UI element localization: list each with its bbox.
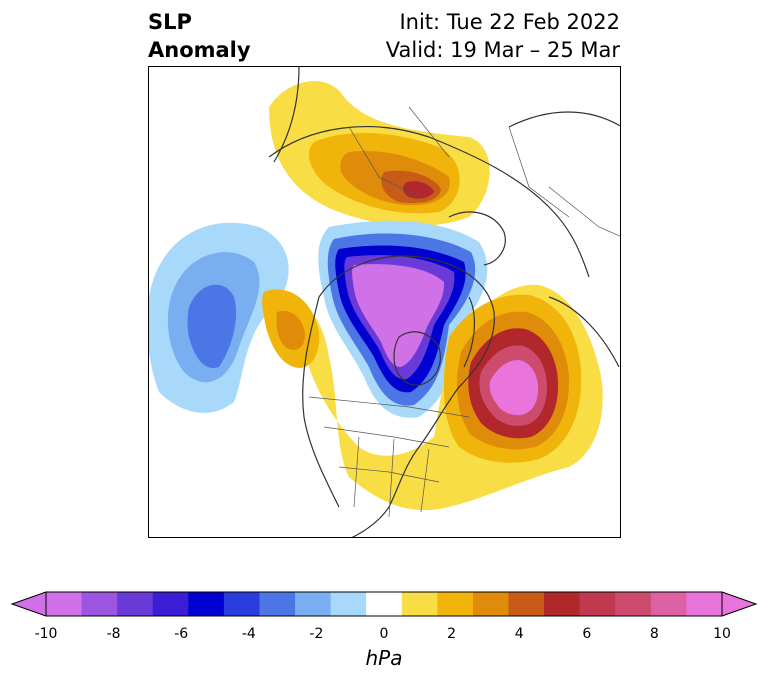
colorbar-ticks: -10 -8 -6 -4 -2 0 2 4 6 8 10 [0,626,768,646]
colorbar-tick-label: 4 [514,626,524,642]
colorbar-bin [472,592,510,616]
colorbar-extend-max [721,591,758,617]
borders [308,106,620,518]
colorbar-bin [366,592,403,616]
colorbar-tick-label: 10 [713,626,731,642]
colorbar-bin [81,592,118,616]
colorbar-bin [650,592,687,616]
title-line-2: Anomaly [148,38,251,62]
title-line-1: SLP [148,10,192,34]
colorbar-bin [117,592,154,616]
colorbar-tick-label: -10 [34,626,58,642]
colorbar-tick-label: 0 [379,626,389,642]
pacific-low-anomaly [149,222,289,413]
colorbar-bin [401,592,438,616]
colorbar-tick-label: 8 [649,626,659,642]
map-canvas [149,67,620,537]
colorbar-tick-label: -4 [241,626,256,642]
valid-date: Valid: 19 Mar – 25 Mar [385,38,620,62]
colorbar-bin [330,592,367,616]
colorbar-tick-label: 2 [447,626,457,642]
colorbar-bin [259,592,296,616]
siberia-high-anomaly [269,80,490,227]
colorbar-bin [46,592,83,616]
colorbar-tick-label: -2 [309,626,324,642]
map-title: SLP Anomaly [148,8,251,64]
forecast-dates: Init: Tue 22 Feb 2022 Valid: 19 Mar – 25… [386,8,620,64]
colorbar-unit: hPa [365,646,403,670]
colorbar-bin [295,592,332,616]
colorbar-bin [508,592,545,616]
colorbar-bin [686,592,723,616]
colorbar-bin [152,592,189,616]
slp-anomaly-map [148,66,621,538]
coastlines [268,67,620,537]
colorbar-bin [223,592,260,616]
colorbar [10,590,758,624]
west-coast-high-anomaly [262,289,320,368]
colorbar-bin [188,592,225,616]
colorbar-bin [579,592,616,616]
colorbar-extend-min [10,591,47,617]
atlantic-high-anomaly [269,284,603,511]
colorbar-bin [437,592,474,616]
colorbar-graphic [10,591,758,617]
colorbar-bin [544,592,581,616]
colorbar-frame [45,591,723,617]
colorbar-tick-label: -6 [174,626,189,642]
colorbar-tick-label: 6 [582,626,592,642]
colorbar-bin [615,592,652,616]
colorbar-tick-label: -8 [106,626,121,642]
init-date: Init: Tue 22 Feb 2022 [399,10,620,34]
